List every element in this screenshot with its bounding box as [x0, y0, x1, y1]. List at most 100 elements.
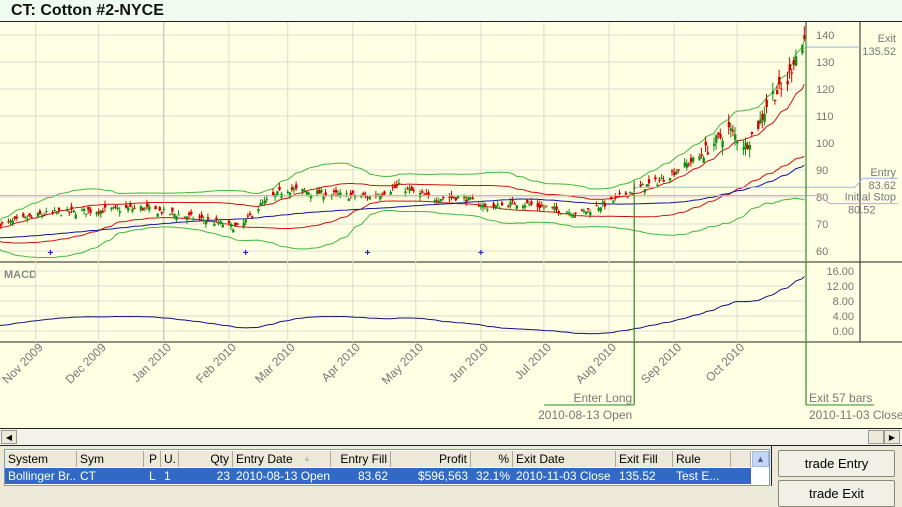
candle-body: [545, 205, 548, 207]
candle-body: [347, 198, 350, 201]
candle-body: [551, 206, 554, 208]
candle-body: [251, 216, 254, 218]
column-header[interactable]: Sym: [77, 451, 144, 467]
candle-body: [463, 196, 466, 199]
candle-body: [704, 141, 707, 146]
candle-body: [99, 210, 103, 215]
candle-body: [66, 208, 69, 212]
column-header[interactable]: Qty: [179, 451, 233, 467]
exit-value: 135.52: [862, 46, 896, 58]
price-tick-label: 70: [816, 219, 828, 231]
table-cell: 83.62: [357, 469, 388, 483]
column-header[interactable]: Entry Date ▲: [233, 451, 331, 467]
candle-body: [744, 142, 747, 150]
column-header[interactable]: Exit Fill: [616, 451, 673, 467]
candle-body: [589, 212, 592, 216]
candle-body: [555, 206, 558, 210]
candle-body: [379, 195, 382, 200]
candle-body: [395, 184, 399, 187]
candle-body: [389, 191, 392, 195]
candle-body: [803, 35, 806, 40]
candle-body: [36, 213, 40, 217]
entry-label: Entry: [870, 167, 896, 179]
candle-body: [794, 56, 798, 66]
candle-body: [671, 170, 674, 172]
candle-body: [114, 206, 117, 208]
candle-body: [792, 60, 796, 65]
candle-body: [129, 203, 132, 207]
candle-body: [148, 206, 151, 211]
candle-body: [97, 211, 101, 214]
column-header[interactable]: %: [471, 451, 513, 467]
candle-body: [715, 135, 718, 143]
trade-entry-button[interactable]: trade Entry: [778, 450, 895, 477]
table-row[interactable]: Bollinger Br... CT L 1 23 2010-08-13 Open 83.6…: [5, 468, 751, 484]
column-header[interactable]: Exit Date: [513, 451, 616, 467]
price-chart[interactable]: 607080901001101201301400.004.008.0012.00…: [0, 22, 902, 428]
candle-body: [713, 143, 716, 146]
table-cell: CT: [80, 469, 96, 483]
candle-body: [773, 99, 777, 101]
scroll-up-button[interactable]: ▲: [752, 451, 769, 467]
candle-body: [177, 214, 180, 216]
scroll-thumb[interactable]: [868, 430, 884, 444]
column-header[interactable]: U.: [161, 451, 179, 467]
candle-body: [57, 207, 61, 211]
candle-body: [28, 213, 31, 217]
trade-exit-button[interactable]: trade Exit: [778, 480, 895, 507]
candle-body: [450, 194, 453, 198]
candle-body: [721, 140, 724, 148]
moving-average-line: [0, 164, 805, 239]
entry-label-leader: [854, 177, 898, 188]
signal-marker: +: [47, 248, 53, 259]
candle-body: [668, 177, 672, 181]
candle-body: [290, 187, 294, 190]
candle-body: [526, 199, 529, 203]
candle-body: [587, 208, 590, 210]
candle-body: [1, 222, 4, 224]
candle-body: [276, 191, 279, 195]
scroll-left-button[interactable]: ◀: [1, 430, 17, 444]
candle-body: [629, 192, 632, 194]
candle-body: [230, 223, 233, 227]
candle-body: [498, 208, 502, 210]
candle-body: [425, 192, 428, 195]
candle-body: [368, 196, 371, 200]
candle-body: [349, 192, 353, 196]
candle-body: [494, 205, 497, 209]
column-header[interactable]: Profit: [391, 451, 471, 467]
candle-body: [757, 121, 760, 129]
candle-body: [734, 134, 737, 140]
candle-body: [471, 197, 474, 200]
column-header[interactable]: Entry Fill: [331, 451, 391, 467]
column-header[interactable]: Rule: [673, 451, 731, 467]
candle-body: [59, 215, 63, 217]
scroll-right-button[interactable]: ▶: [884, 430, 900, 444]
candle-body: [190, 211, 193, 215]
candle-body: [540, 205, 544, 207]
candle-body: [559, 213, 563, 215]
candle-body: [353, 196, 357, 198]
candle-body: [731, 130, 735, 132]
candle-body: [162, 208, 166, 210]
exit-bars-label: Exit 57 bars: [809, 391, 872, 405]
candle-body: [351, 190, 355, 194]
horizontal-scrollbar[interactable]: ◀ ▶: [0, 428, 902, 446]
candle-body: [778, 76, 781, 85]
candle-body: [700, 154, 703, 156]
column-header[interactable]: P: [146, 451, 161, 467]
candle-body: [442, 197, 445, 199]
candle-body: [234, 222, 237, 226]
candle-body: [30, 216, 33, 218]
candle-body: [38, 210, 42, 215]
candle-body: [595, 205, 598, 207]
candle-body: [43, 215, 46, 217]
candle-body: [286, 191, 290, 194]
candle-body: [316, 190, 319, 195]
candle-body: [750, 131, 754, 135]
column-header[interactable]: [731, 451, 751, 467]
candle-body: [746, 144, 749, 149]
candle-body: [381, 194, 384, 196]
candle-body: [643, 189, 647, 193]
column-header[interactable]: System: [5, 451, 77, 467]
